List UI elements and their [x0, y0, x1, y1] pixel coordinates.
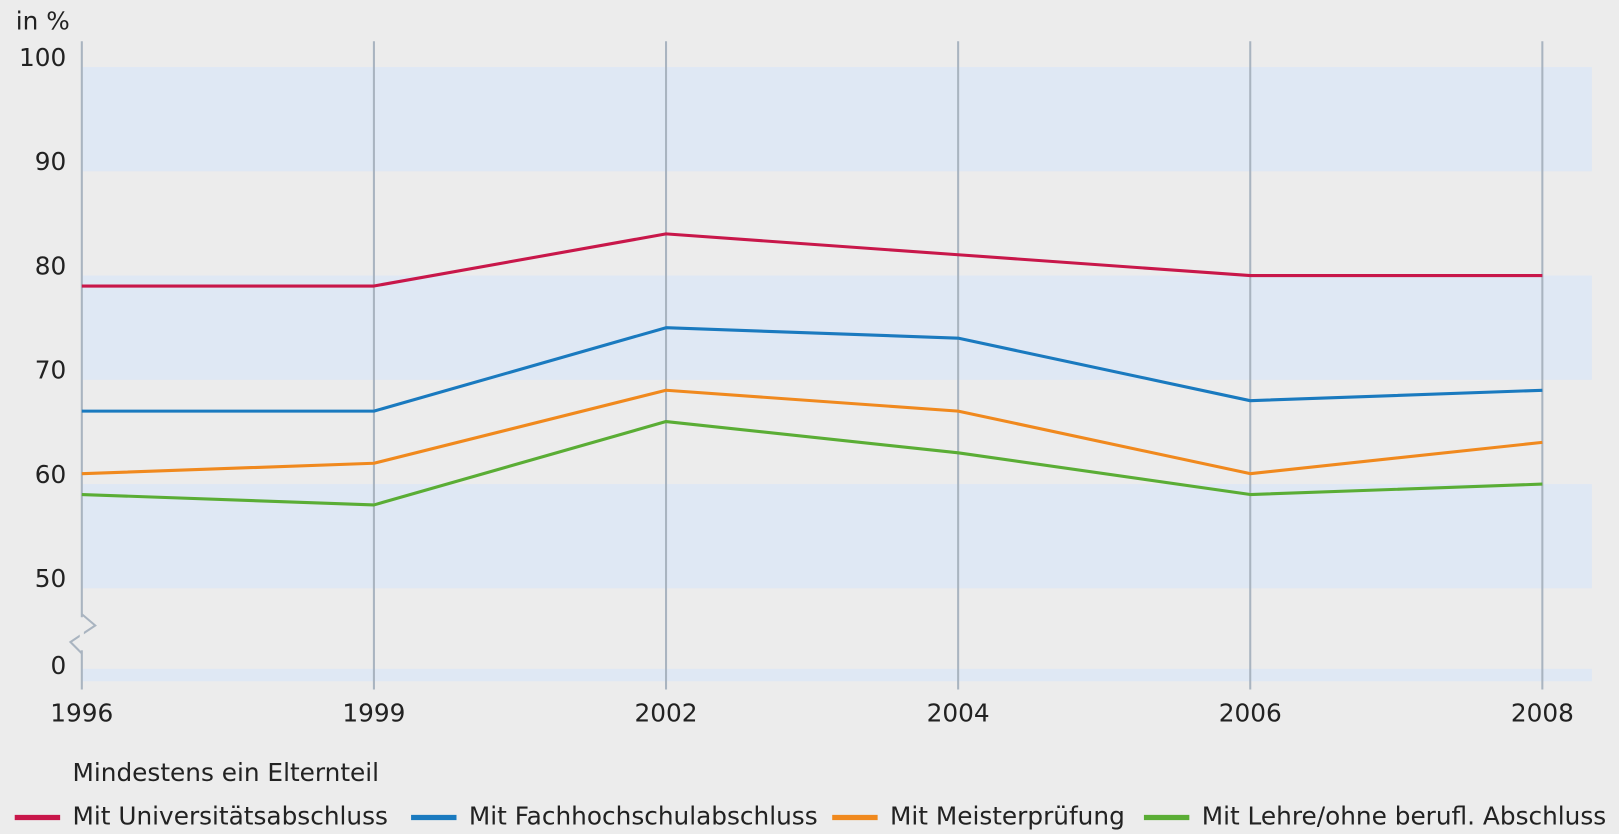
- series-line: [81, 419, 1543, 507]
- legend-label: Mit Fachhochschulabschluss: [469, 801, 818, 830]
- y-axis-label: in %: [16, 7, 70, 36]
- series-line: [81, 232, 1543, 288]
- y-tick-label: 100: [19, 43, 66, 72]
- x-tick-label: 2008: [1511, 698, 1574, 727]
- x-tick-label: 2004: [927, 698, 990, 727]
- y-tick-label: 80: [35, 251, 67, 280]
- legend-title: Mindestens ein Elternteil: [73, 758, 380, 787]
- x-tick-label: 2006: [1219, 698, 1282, 727]
- x-tick-label: 1999: [342, 698, 405, 727]
- series-line: [81, 326, 1543, 413]
- grid-band: [81, 67, 1592, 172]
- series-line: [81, 388, 1543, 476]
- legend-label: Mit Lehre/ohne berufl. Abschluss: [1202, 801, 1606, 830]
- legend-label: Mit Universitätsabschluss: [73, 801, 388, 830]
- y-tick-label: 70: [35, 356, 67, 385]
- y-tick-label: 0: [51, 651, 67, 680]
- x-tick-label: 2002: [635, 698, 698, 727]
- y-tick-label: 50: [35, 564, 67, 593]
- grid-band: [81, 275, 1592, 380]
- y-tick-label: 60: [35, 460, 67, 489]
- axis-break-gap: [79, 617, 84, 651]
- x-tick-label: 1996: [50, 698, 113, 727]
- grid-band: [81, 484, 1592, 589]
- y-tick-label: 90: [35, 147, 67, 176]
- legend-label: Mit Meisterprüfung: [890, 801, 1125, 830]
- grid-band: [81, 668, 1592, 682]
